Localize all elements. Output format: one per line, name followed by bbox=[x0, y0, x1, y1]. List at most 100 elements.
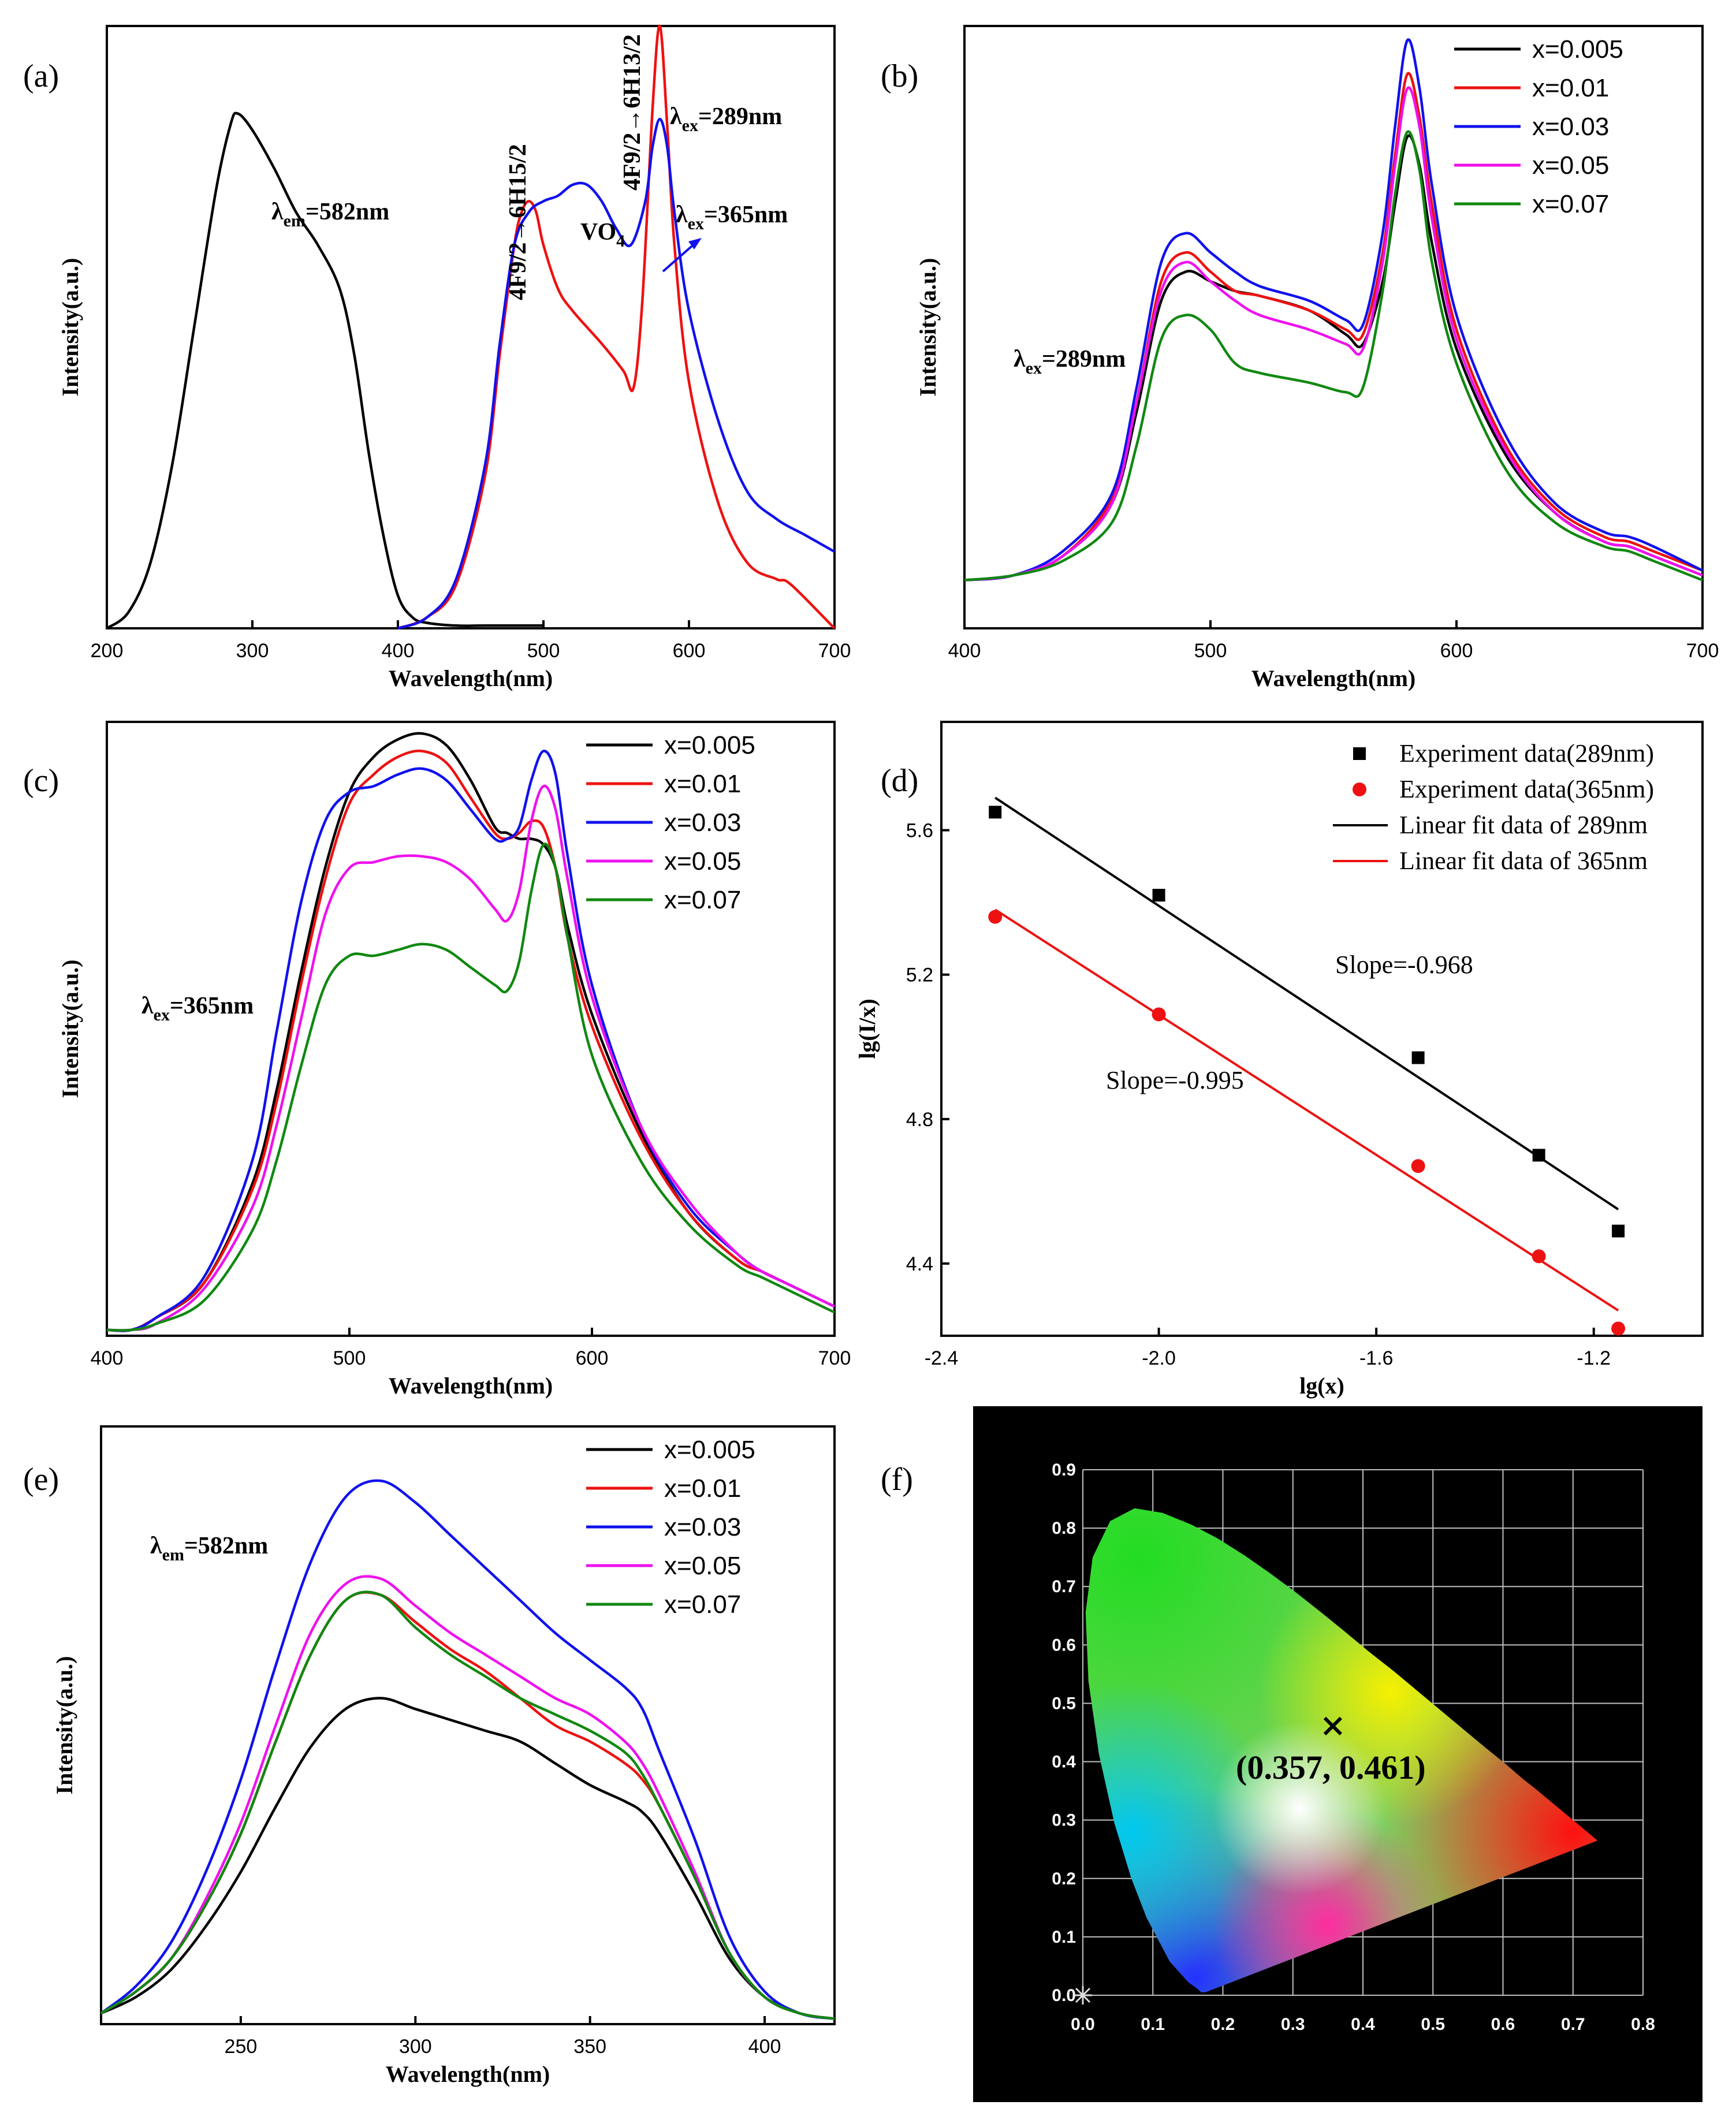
x-tick-label-b: 400 bbox=[948, 640, 981, 662]
annotation-em-a: λem=582nm bbox=[271, 199, 389, 230]
legend-swatch-d bbox=[1353, 783, 1366, 796]
cie-origin-star bbox=[1075, 1987, 1091, 2003]
plot-frame-b bbox=[963, 25, 1704, 629]
x-tick-label-c: 400 bbox=[91, 1347, 124, 1369]
series-line-e-2 bbox=[100, 1479, 835, 2020]
panel-label-e: (e) bbox=[23, 1462, 59, 1497]
series-line-c-3 bbox=[106, 784, 835, 1332]
legend-label-b: x=0.07 bbox=[1532, 190, 1609, 218]
panel-b: 400 500 600 700 Wavelength(nm) Intensity(a.u.… bbox=[881, 25, 1719, 691]
x-tick-label-d: -1.2 bbox=[1577, 1347, 1611, 1369]
y-tick-label-d: 5.6 bbox=[906, 820, 933, 842]
cie-y-tick-label: 0.5 bbox=[1052, 1694, 1076, 1713]
annotation-em-e: λem=582nm bbox=[150, 1533, 268, 1564]
x-tick-label-b: 700 bbox=[1686, 640, 1719, 662]
series-line-c-4 bbox=[106, 843, 835, 1332]
plot-frame-c bbox=[106, 721, 836, 1337]
x-tick-label-a: 200 bbox=[91, 640, 124, 662]
x-tick-label-a: 600 bbox=[673, 640, 706, 662]
x-axis-title-b: Wavelength(nm) bbox=[1251, 665, 1415, 691]
x-axis-title-c: Wavelength(nm) bbox=[389, 1373, 553, 1399]
series-line-e-0 bbox=[100, 1697, 835, 2020]
x-tick-label-a: 400 bbox=[382, 640, 415, 662]
x-tick-label-e: 300 bbox=[399, 2036, 432, 2058]
panel-label-a: (a) bbox=[23, 58, 59, 94]
annotation-vo4-a: VO4 bbox=[580, 219, 625, 251]
annotation-ex-b: λex=289nm bbox=[1014, 346, 1126, 378]
y-axis-title-b: Intensity(a.u.) bbox=[915, 258, 941, 396]
series-line-e-4 bbox=[100, 1590, 835, 2020]
x-tick-label-b: 500 bbox=[1194, 640, 1227, 662]
data-point-289 bbox=[989, 806, 1002, 819]
annotation-ex365-a: λex=365nm bbox=[676, 202, 788, 233]
legend-label-c: x=0.005 bbox=[664, 731, 755, 759]
series-line-b-3 bbox=[964, 86, 1703, 582]
cie-y-tick-label: 0.8 bbox=[1052, 1519, 1076, 1538]
x-axis-title-a: Wavelength(nm) bbox=[389, 665, 553, 691]
legend-label-e: x=0.07 bbox=[664, 1590, 741, 1619]
legend-label-e: x=0.05 bbox=[664, 1552, 741, 1580]
panel-label-c: (c) bbox=[23, 763, 59, 799]
series-line-a-2 bbox=[397, 117, 836, 630]
legend-label-b: x=0.01 bbox=[1532, 74, 1609, 102]
legend-label-d: Linear fit data of 365nm bbox=[1399, 847, 1648, 875]
series-line-a-1 bbox=[397, 24, 836, 630]
cie-y-tick-label: 0.6 bbox=[1052, 1635, 1076, 1655]
panel-f: (f) 0.0 0.1 0.2 0.3 0.4 0.5 0.6 0.7 0.8 0.0 0.1 0.2 0… bbox=[881, 1406, 1703, 2102]
cie-y-tick-label: 0.1 bbox=[1052, 1928, 1076, 1947]
arrow-head-a bbox=[688, 238, 702, 249]
x-tick-label-e: 400 bbox=[748, 2036, 781, 2058]
y-tick-label-d: 4.8 bbox=[906, 1109, 933, 1131]
series-line-b-4 bbox=[964, 130, 1703, 582]
data-point-289 bbox=[1532, 1149, 1545, 1162]
x-tick-label-a: 700 bbox=[818, 640, 851, 662]
cie-x-tick-label: 0.0 bbox=[1071, 2015, 1095, 2034]
plot-frame-e bbox=[100, 1425, 836, 2025]
y-axis-title-e: Intensity(a.u.) bbox=[51, 1656, 77, 1794]
cie-x-tick-label: 0.1 bbox=[1141, 2015, 1165, 2034]
data-point-289 bbox=[1612, 1224, 1625, 1238]
panel-label-b: (b) bbox=[881, 58, 918, 94]
cie-x-tick-label: 0.2 bbox=[1211, 2015, 1235, 2034]
data-point-289 bbox=[1152, 889, 1165, 902]
cie-y-tick-label: 0.4 bbox=[1052, 1753, 1076, 1772]
legend-swatch-d bbox=[1353, 747, 1366, 760]
data-point-365 bbox=[1411, 1159, 1425, 1173]
series-line-e-3 bbox=[100, 1575, 835, 2020]
annotation-slope2-d: Slope=-0.995 bbox=[1106, 1066, 1244, 1094]
annotation-transition1-a: 4F9/2→6H15/2 bbox=[505, 144, 531, 300]
x-tick-label-e: 350 bbox=[573, 2036, 606, 2058]
legend-label-e: x=0.005 bbox=[664, 1436, 755, 1464]
y-tick-label-d: 5.2 bbox=[906, 964, 933, 986]
legend-label-d: Linear fit data of 289nm bbox=[1399, 811, 1648, 839]
y-axis-title-d: lg(I/x) bbox=[854, 998, 880, 1059]
panel-e: 250 300 350 400 Wavelength(nm) Intensity(a.u.… bbox=[23, 1425, 836, 2087]
panel-d: -2.4 -2.0 -1.6 -1.2 4.4 4.8 5.2 5.6 lg(x) lg(I/x)… bbox=[854, 721, 1704, 1399]
annotation-transition2-a: 4F9/2→6H13/2 bbox=[619, 34, 646, 191]
legend-label-b: x=0.05 bbox=[1532, 151, 1609, 180]
x-tick-label-a: 500 bbox=[527, 640, 560, 662]
cie-y-tick-label: 0.0 bbox=[1052, 1986, 1076, 2005]
legend-label-b: x=0.03 bbox=[1532, 113, 1609, 141]
cie-x-tick-label: 0.7 bbox=[1561, 2015, 1585, 2034]
legend-label-d: Experiment data(289nm) bbox=[1399, 739, 1654, 767]
series-line-c-0 bbox=[106, 732, 835, 1332]
plot-frame-d bbox=[940, 721, 1704, 1337]
x-tick-label-e: 250 bbox=[225, 2036, 258, 2058]
series-line-e-1 bbox=[100, 1591, 835, 2020]
series-line-a-0 bbox=[106, 111, 543, 629]
x-axis-title-e: Wavelength(nm) bbox=[386, 2061, 550, 2087]
cie-x-tick-label: 0.8 bbox=[1631, 2015, 1655, 2034]
annotation-ex289-a: λex=289nm bbox=[670, 103, 782, 135]
x-tick-label-c: 600 bbox=[576, 1347, 609, 1369]
cie-y-tick-label: 0.2 bbox=[1052, 1869, 1076, 1888]
x-tick-label-d: -1.6 bbox=[1359, 1347, 1394, 1369]
x-axis-title-d: lg(x) bbox=[1299, 1373, 1344, 1399]
x-tick-label-d: -2.4 bbox=[925, 1347, 959, 1369]
plot-frame-a bbox=[106, 25, 836, 629]
legend-label-e: x=0.03 bbox=[664, 1513, 741, 1541]
cie-x-tick-label: 0.4 bbox=[1351, 2015, 1375, 2034]
cie-x-tick-label: 0.5 bbox=[1421, 2015, 1445, 2034]
series-line-c-1 bbox=[106, 750, 835, 1332]
